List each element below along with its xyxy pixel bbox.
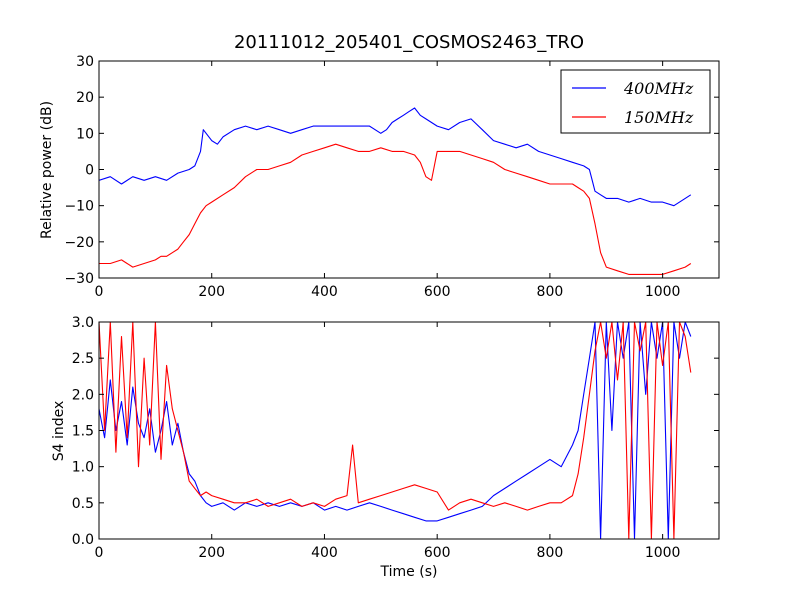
- legend-400mhz-label: 400MHz: [623, 79, 694, 98]
- power-y-tick-label: 20: [76, 90, 94, 106]
- s4-x-tick-label: 400: [311, 545, 338, 561]
- power-x-tick-label: 200: [198, 284, 225, 300]
- power-y-tick-label: 10: [76, 126, 94, 142]
- s4-y-tick-label: 2.5: [72, 351, 94, 367]
- power-series-layer: [99, 107, 692, 275]
- power-series-400mhz-line: [99, 107, 692, 207]
- s4-y-axis-label: S4 index: [51, 401, 67, 462]
- power-series-150mhz-line: [99, 143, 692, 275]
- power-x-tick-label: 800: [537, 284, 564, 300]
- s4-x-tick-label: 200: [198, 545, 225, 561]
- s4-y-tick-label: 0.5: [72, 496, 94, 512]
- power-panel: Relative power (dB) 0 200 400 600 800 1000−30…: [39, 54, 720, 300]
- power-y-tick-label: −10: [64, 199, 94, 215]
- s4-y-tick-label: 0.0: [72, 532, 94, 548]
- power-y-tick-label: −30: [64, 271, 94, 287]
- power-y-tick-label: 0: [85, 163, 94, 179]
- s4-y-tick-label: 1.5: [72, 424, 94, 440]
- s4-y-tick-label: 2.0: [72, 387, 94, 403]
- power-x-tick-label: 600: [424, 284, 451, 300]
- power-x-tick-label: 0: [95, 284, 104, 300]
- s4-x-tick-label: 800: [537, 545, 564, 561]
- legend-150mhz-label: 150MHz: [624, 108, 694, 127]
- s4-x-tick-label: 1000: [645, 545, 681, 561]
- s4-series-150mhz-line: [99, 322, 692, 539]
- power-y-tick-label: −20: [64, 235, 94, 251]
- legend-box: [560, 69, 711, 134]
- s4-y-tick-label: 1.0: [72, 460, 94, 476]
- s4-axis-ticks: 0 200 400 600 800 1000 0.0 0.5 1.0 1.5 2.0 2.5 3.0: [72, 315, 719, 561]
- power-x-tick-label: 1000: [645, 284, 681, 300]
- power-x-tick-label: 400: [311, 284, 338, 300]
- legend: 400MHz 150MHz: [560, 69, 711, 134]
- s4-series-layer: [99, 322, 692, 539]
- s4-y-tick-label: 3.0: [72, 315, 94, 331]
- power-y-tick-label: 30: [76, 54, 94, 70]
- power-y-axis-label: Relative power (dB): [39, 101, 55, 239]
- s4-panel: S4 index 0 200 400 600 800 1000 0.0 0.5 1.0 1.5 2.…: [51, 315, 720, 561]
- figure-title: 20111012_205401_COSMOS2463_TRO: [234, 32, 584, 53]
- s4-series-400mhz-line: [99, 322, 692, 539]
- power-axis-ticks: 0 200 400 600 800 1000 −30 −20 −10 0 10 20 30: [64, 54, 719, 300]
- s4-x-tick-label: 600: [424, 545, 451, 561]
- x-axis-label: Time (s): [380, 564, 438, 580]
- s4-x-tick-label: 0: [95, 545, 104, 561]
